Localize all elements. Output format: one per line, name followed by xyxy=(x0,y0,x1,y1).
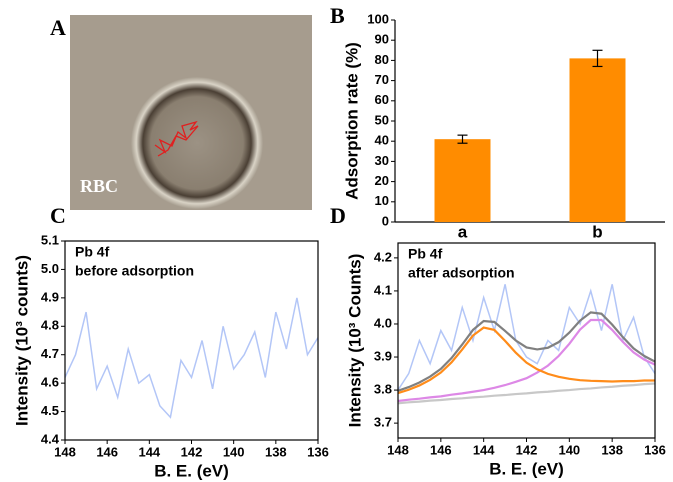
y-tick-label: 10 xyxy=(375,193,389,208)
x-axis-label: B. E. (eV) xyxy=(489,459,564,478)
x-tick-label: 136 xyxy=(307,444,329,459)
y-tick-label: 5.1 xyxy=(41,232,59,247)
y-tick-label: 4.0 xyxy=(374,315,392,330)
annotation: Pb 4f xyxy=(75,244,110,260)
y-tick-label: 4.5 xyxy=(41,403,59,418)
y-tick-label: 90 xyxy=(375,32,389,47)
y-tick-label: 4.9 xyxy=(41,289,59,304)
y-tick-label: 4.6 xyxy=(41,375,59,390)
y-tick-label: 50 xyxy=(375,112,389,127)
y-tick-label: 80 xyxy=(375,52,389,67)
panel-label: B xyxy=(330,3,345,28)
series-line xyxy=(397,311,656,392)
trajectory xyxy=(154,120,199,157)
x-tick-label: 136 xyxy=(644,442,666,457)
panel-label: C xyxy=(50,203,66,228)
x-axis-label: B. E. (eV) xyxy=(154,461,229,480)
panel-label: A xyxy=(50,15,66,40)
y-tick-label: 100 xyxy=(367,11,389,26)
x-tick-label: 146 xyxy=(430,442,452,457)
y-axis-label: Intensity (10³ Counts) xyxy=(345,254,364,428)
y-tick-label: 4.8 xyxy=(41,318,59,333)
y-tick-label: 40 xyxy=(375,133,389,148)
annotation: Pb 4f xyxy=(408,246,443,262)
y-tick-label: 3.8 xyxy=(374,382,392,397)
x-tick-label: 144 xyxy=(138,444,160,459)
series-line xyxy=(397,318,656,403)
y-tick-label: 4.1 xyxy=(374,282,392,297)
x-tick-label: a xyxy=(458,222,468,241)
x-tick-label: 142 xyxy=(516,442,538,457)
cell xyxy=(131,77,263,209)
x-tick-label: b xyxy=(592,222,602,241)
y-tick-label: 60 xyxy=(375,92,389,107)
caption: RBC xyxy=(80,176,118,196)
y-tick-label: 5.0 xyxy=(41,261,59,276)
x-tick-label: 140 xyxy=(558,442,580,457)
x-tick-label: 138 xyxy=(601,442,623,457)
y-tick-label: 4.4 xyxy=(41,431,60,446)
series-line xyxy=(397,326,655,395)
y-tick-label: 20 xyxy=(375,173,389,188)
panel-label: D xyxy=(330,203,346,228)
panel-a: A RBC xyxy=(50,15,312,210)
y-tick-label: 0 xyxy=(382,213,389,228)
y-tick-label: 4.7 xyxy=(41,346,59,361)
series-line xyxy=(397,382,656,405)
series-line xyxy=(397,284,656,391)
x-tick-label: 138 xyxy=(265,444,287,459)
bar xyxy=(569,58,626,222)
x-tick-label: 148 xyxy=(54,444,76,459)
y-tick-label: 3.9 xyxy=(374,348,392,363)
y-tick-label: 30 xyxy=(375,153,389,168)
y-axis-label: Intensity (10³ counts) xyxy=(12,255,31,426)
y-tick-label: 4.2 xyxy=(374,249,392,264)
x-tick-label: 140 xyxy=(223,444,245,459)
x-tick-label: 148 xyxy=(387,442,409,457)
x-tick-label: 146 xyxy=(96,444,118,459)
annotation: after adsorption xyxy=(408,265,515,281)
y-tick-label: 3.7 xyxy=(374,415,392,430)
y-axis-label: Adsorption rate (%) xyxy=(342,42,361,200)
y-tick-label: 70 xyxy=(375,72,389,87)
x-tick-label: 142 xyxy=(181,444,203,459)
x-tick-label: 144 xyxy=(473,442,495,457)
series-line xyxy=(64,297,319,419)
bar xyxy=(434,139,491,222)
annotation: before adsorption xyxy=(75,263,194,279)
